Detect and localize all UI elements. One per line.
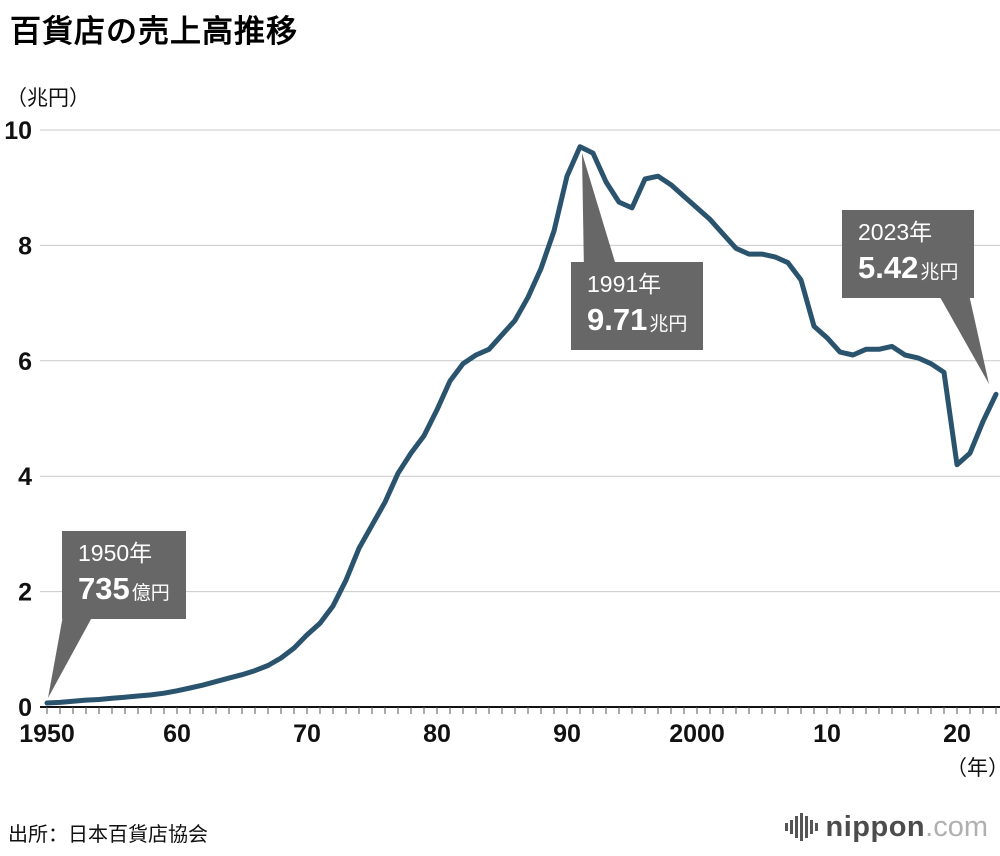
x-axis-labels: 1950 60 70 80 90 2000 10 20 (19, 720, 971, 748)
svg-text:1950: 1950 (19, 720, 75, 748)
y-axis-labels: 0 2 4 6 8 10 (4, 117, 32, 722)
svg-text:4: 4 (18, 463, 32, 491)
x-axis (40, 706, 1000, 714)
annotation-pointers (48, 153, 989, 698)
svg-text:2000: 2000 (669, 720, 725, 748)
annotation-2023-year: 2023年 (858, 219, 933, 245)
svg-text:20: 20 (943, 720, 971, 748)
annotation-2023: 2023年 5.42 兆円 (842, 210, 975, 299)
y-axis-unit-label: （兆円） (6, 87, 90, 110)
svg-text:60: 60 (163, 720, 191, 748)
annotation-1950-unit: 億円 (131, 582, 170, 604)
logo-nippon: nippon (825, 810, 926, 843)
annotation-1950-value: 735 (78, 570, 130, 606)
page-title: 百貨店の売上高推移 (10, 14, 298, 49)
annotation-1991: 1991年 9.71 兆円 (571, 262, 704, 351)
svg-text:6: 6 (18, 348, 32, 376)
sales-line (44, 144, 999, 706)
x-axis-unit-label: （年） (946, 757, 1000, 780)
annotation-1950-year: 1950年 (78, 540, 153, 566)
gridlines (40, 129, 1000, 593)
logo-text: nippon.com (825, 810, 988, 843)
annotation-1991-value-line: 9.71 兆円 (587, 300, 687, 340)
annotation-2023-unit: 兆円 (920, 261, 959, 283)
annotation-1950-value-line: 735 億円 (78, 569, 170, 609)
annotation-1991-year: 1991年 (587, 271, 662, 297)
annotation-2023-value-line: 5.42 兆円 (858, 248, 958, 288)
svg-text:8: 8 (18, 232, 32, 260)
annotation-1991-unit: 兆円 (649, 313, 688, 335)
svg-text:70: 70 (293, 720, 321, 748)
source-label: 出所：日本百貨店協会 (8, 824, 208, 846)
svg-text:90: 90 (553, 720, 581, 748)
annotation-1950: 1950年 735 億円 (62, 531, 186, 620)
svg-text:10: 10 (4, 117, 32, 145)
nippon-com-logo: nippon.com (784, 810, 988, 843)
svg-text:10: 10 (813, 720, 841, 748)
annotation-2023-value: 5.42 (858, 249, 919, 285)
svg-text:80: 80 (423, 720, 451, 748)
annotation-1991-value: 9.71 (587, 301, 648, 337)
waveform-icon (784, 813, 818, 841)
svg-text:2: 2 (18, 579, 32, 607)
logo-com: .com (925, 810, 988, 843)
svg-text:0: 0 (18, 694, 32, 722)
